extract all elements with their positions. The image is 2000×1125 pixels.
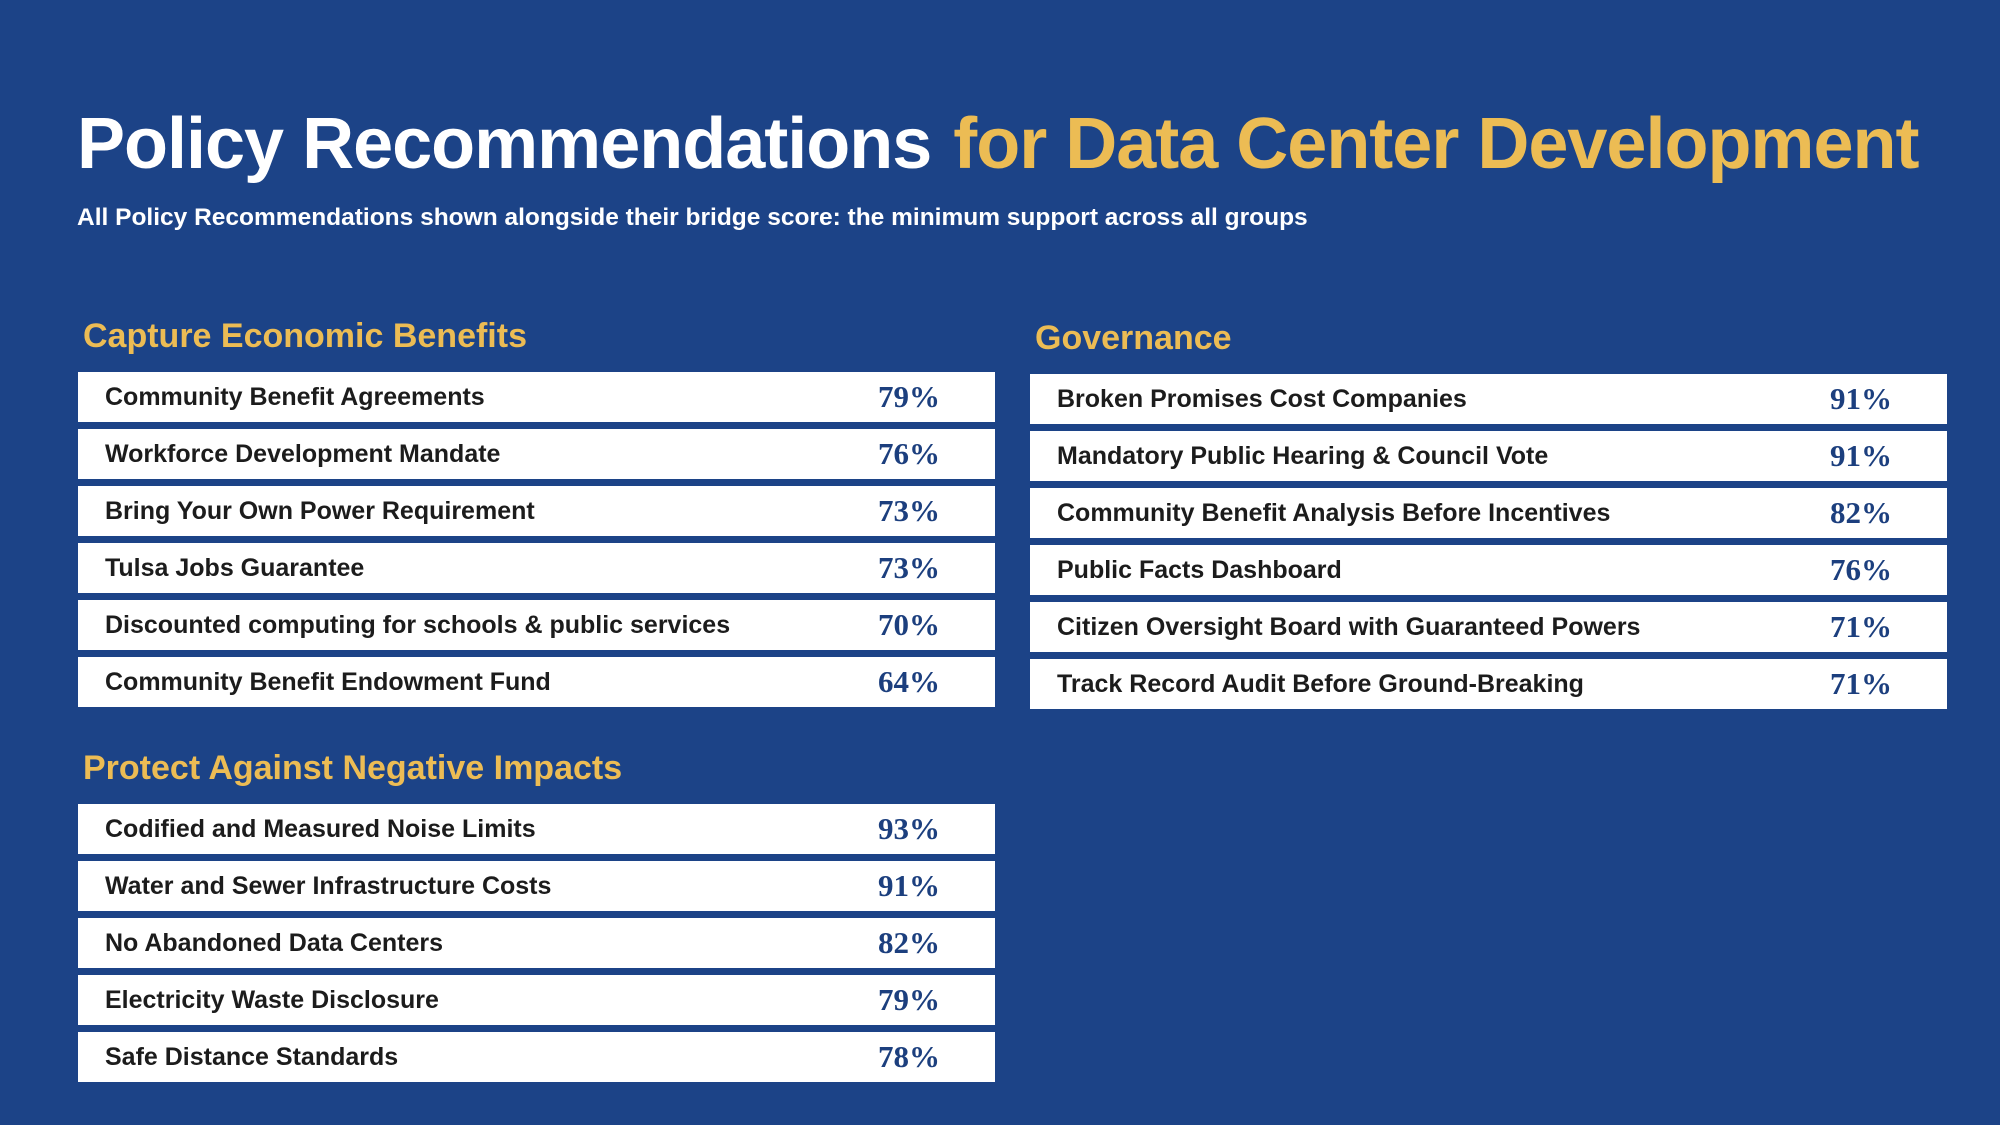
recommendation-label: Public Facts Dashboard bbox=[1057, 555, 1342, 584]
bridge-score: 71% bbox=[1830, 609, 1892, 644]
section-governance: Governance Broken Promises Cost Companie… bbox=[1030, 316, 1947, 709]
section-heading: Governance bbox=[1035, 319, 1232, 357]
recommendation-row: Tulsa Jobs Guarantee 73% bbox=[78, 543, 995, 593]
recommendation-label: Community Benefit Analysis Before Incent… bbox=[1057, 498, 1611, 527]
page-title-accent: for Data Center Development bbox=[953, 104, 1919, 184]
recommendation-label: Citizen Oversight Board with Guaranteed … bbox=[1057, 612, 1641, 641]
bridge-score: 91% bbox=[1830, 381, 1892, 416]
recommendation-row: Electricity Waste Disclosure 79% bbox=[78, 975, 995, 1025]
recommendation-label: Community Benefit Endowment Fund bbox=[105, 667, 551, 696]
bridge-score: 91% bbox=[878, 868, 940, 903]
recommendation-row: Track Record Audit Before Ground-Breakin… bbox=[1030, 659, 1947, 709]
recommendation-label: Water and Sewer Infrastructure Costs bbox=[105, 871, 552, 900]
recommendation-list: Broken Promises Cost Companies 91% Mandato… bbox=[1030, 374, 1947, 709]
section-protect-against-negative-impacts: Protect Against Negative Impacts Codifie… bbox=[78, 746, 995, 1082]
page-title-primary: Policy Recommendations bbox=[77, 104, 932, 184]
recommendation-row: Mandatory Public Hearing & Council Vote 9… bbox=[1030, 431, 1947, 481]
bridge-score: 82% bbox=[1830, 495, 1892, 530]
bridge-score: 70% bbox=[878, 607, 940, 642]
bridge-score: 73% bbox=[878, 550, 940, 585]
recommendation-row: No Abandoned Data Centers 82% bbox=[78, 918, 995, 968]
recommendation-label: Bring Your Own Power Requirement bbox=[105, 496, 535, 525]
bridge-score: 79% bbox=[878, 379, 940, 414]
recommendation-row: Discounted computing for schools & publi… bbox=[78, 600, 995, 650]
recommendation-row: Public Facts Dashboard 76% bbox=[1030, 545, 1947, 595]
bridge-score: 78% bbox=[878, 1039, 940, 1074]
recommendation-row: Codified and Measured Noise Limits 93% bbox=[78, 804, 995, 854]
recommendation-list: Community Benefit Agreements 79% Workforce… bbox=[78, 372, 995, 707]
bridge-score: 64% bbox=[878, 664, 940, 699]
recommendation-row: Bring Your Own Power Requirement 73% bbox=[78, 486, 995, 536]
recommendation-row: Community Benefit Endowment Fund 64% bbox=[78, 657, 995, 707]
recommendation-label: Codified and Measured Noise Limits bbox=[105, 814, 536, 843]
recommendation-row: Citizen Oversight Board with Guaranteed … bbox=[1030, 602, 1947, 652]
recommendation-label: Tulsa Jobs Guarantee bbox=[105, 553, 365, 582]
section-heading: Capture Economic Benefits bbox=[83, 317, 527, 355]
bridge-score: 79% bbox=[878, 982, 940, 1017]
recommendation-label: Broken Promises Cost Companies bbox=[1057, 384, 1467, 413]
recommendation-label: Safe Distance Standards bbox=[105, 1042, 399, 1071]
bridge-score: 76% bbox=[878, 436, 940, 471]
recommendation-label: No Abandoned Data Centers bbox=[105, 928, 444, 957]
page-title: Policy Recommendations for Data Center De… bbox=[77, 98, 1919, 190]
recommendation-label: Mandatory Public Hearing & Council Vote bbox=[1057, 441, 1549, 470]
recommendation-row: Community Benefit Analysis Before Incent… bbox=[1030, 488, 1947, 538]
recommendation-row: Broken Promises Cost Companies 91% bbox=[1030, 374, 1947, 424]
page-subtitle: All Policy Recommendations shown alongsi… bbox=[77, 204, 1308, 231]
recommendation-label: Workforce Development Mandate bbox=[105, 439, 501, 468]
section-capture-economic-benefits: Capture Economic Benefits Community Bene… bbox=[78, 314, 995, 707]
recommendation-label: Electricity Waste Disclosure bbox=[105, 985, 439, 1014]
recommendation-label: Discounted computing for schools & publi… bbox=[105, 610, 731, 639]
section-heading: Protect Against Negative Impacts bbox=[83, 749, 623, 787]
bridge-score: 76% bbox=[1830, 552, 1892, 587]
bridge-score: 91% bbox=[1830, 438, 1892, 473]
recommendation-row: Community Benefit Agreements 79% bbox=[78, 372, 995, 422]
recommendation-list: Codified and Measured Noise Limits 93% Wat… bbox=[78, 804, 995, 1082]
bridge-score: 73% bbox=[878, 493, 940, 528]
recommendation-row: Workforce Development Mandate 76% bbox=[78, 429, 995, 479]
recommendation-row: Safe Distance Standards 78% bbox=[78, 1032, 995, 1082]
bridge-score: 71% bbox=[1830, 666, 1892, 701]
recommendation-label: Track Record Audit Before Ground-Breakin… bbox=[1057, 669, 1584, 698]
recommendation-label: Community Benefit Agreements bbox=[105, 382, 485, 411]
bridge-score: 93% bbox=[878, 811, 940, 846]
recommendation-row: Water and Sewer Infrastructure Costs 91% bbox=[78, 861, 995, 911]
bridge-score: 82% bbox=[878, 925, 940, 960]
